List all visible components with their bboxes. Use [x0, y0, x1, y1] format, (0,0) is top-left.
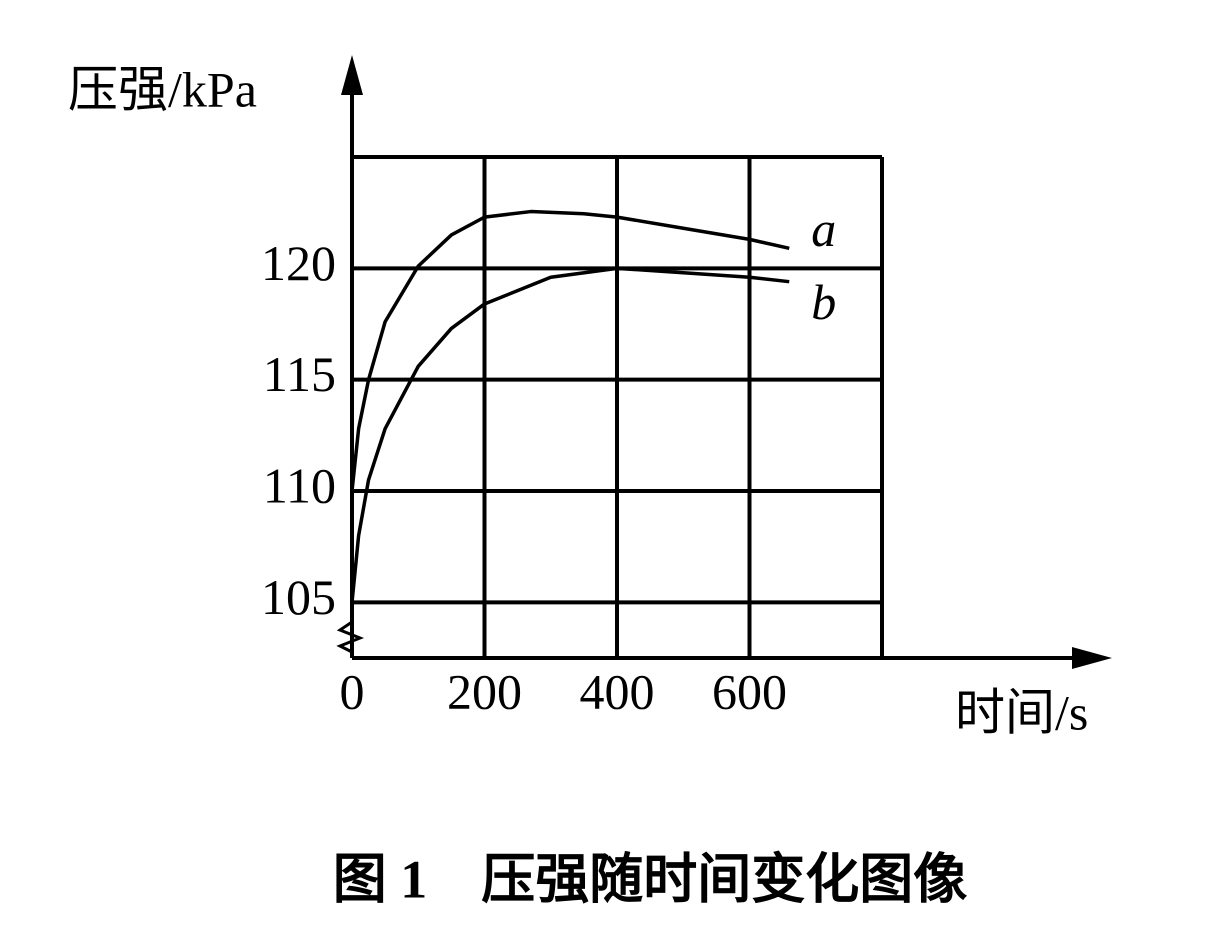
x-tick-label: 600 — [712, 663, 787, 719]
x-tick-label: 0 — [340, 663, 365, 719]
axis-break — [336, 620, 365, 654]
y-axis-arrow — [341, 55, 363, 95]
y-tick-label: 120 — [261, 235, 336, 291]
data-line — [350, 209, 790, 492]
y-axis-label: 压强/kPa — [68, 61, 257, 117]
x-tick-label: 200 — [447, 663, 522, 719]
x-axis-label: 时间/s — [955, 684, 1088, 740]
y-tick-label: 115 — [263, 346, 336, 402]
chart-title: 图 1 压强随时间变化图像 — [333, 849, 968, 909]
series-label: a — [811, 201, 836, 257]
data-line — [350, 266, 790, 603]
y-tick-label: 110 — [263, 457, 336, 513]
y-tick-label: 105 — [261, 569, 336, 625]
x-tick-label: 400 — [580, 663, 655, 719]
x-axis-arrow — [1072, 647, 1112, 669]
series-label: b — [811, 274, 836, 330]
